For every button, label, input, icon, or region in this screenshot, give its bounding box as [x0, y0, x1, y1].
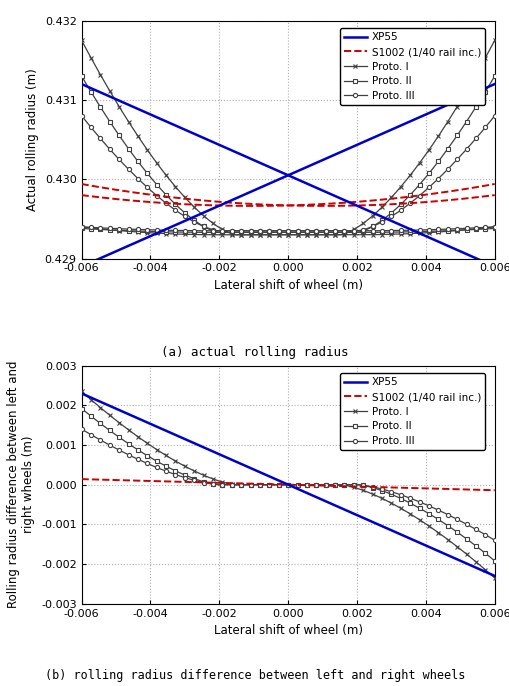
Y-axis label: Actual rolling radius (m): Actual rolling radius (m)	[26, 68, 39, 211]
Text: (a) actual rolling radius: (a) actual rolling radius	[161, 346, 348, 359]
Text: (b) rolling radius difference between left and right wheels: (b) rolling radius difference between le…	[45, 669, 464, 682]
Legend: XP55, S1002 (1/40 rail inc.), Proto. I, Proto. II, Proto. III: XP55, S1002 (1/40 rail inc.), Proto. I, …	[339, 373, 485, 450]
Legend: XP55, S1002 (1/40 rail inc.), Proto. I, Proto. II, Proto. III: XP55, S1002 (1/40 rail inc.), Proto. I, …	[339, 28, 485, 105]
Y-axis label: Rolling radius difference between left and
right wheels (m): Rolling radius difference between left a…	[8, 361, 35, 608]
X-axis label: Lateral shift of wheel (m): Lateral shift of wheel (m)	[213, 624, 362, 637]
X-axis label: Lateral shift of wheel (m): Lateral shift of wheel (m)	[213, 279, 362, 292]
